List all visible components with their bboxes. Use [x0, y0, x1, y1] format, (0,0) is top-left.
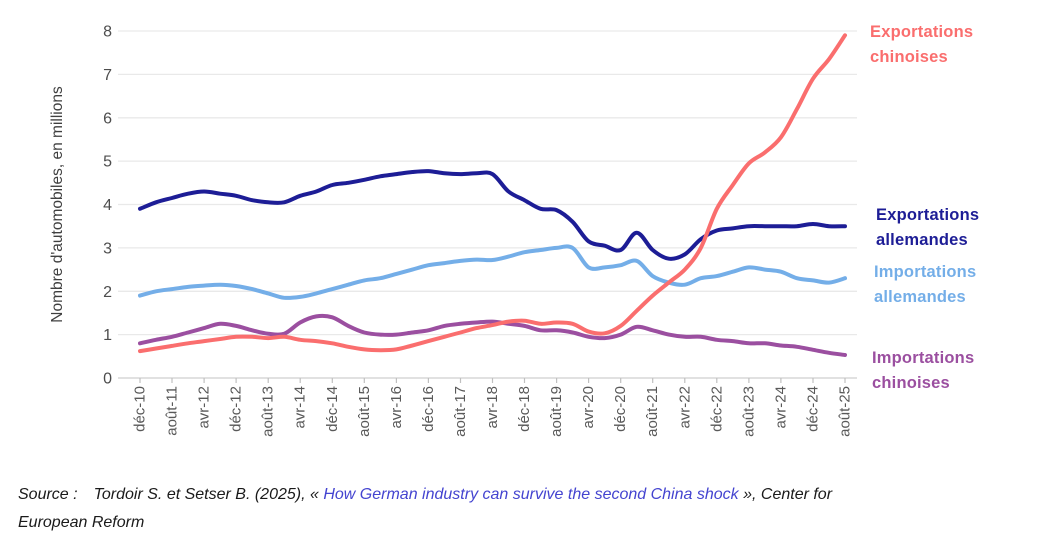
x-tick-label-d-c-22: déc-22	[708, 386, 725, 432]
x-tick-label-d-c-10: déc-10	[132, 386, 149, 432]
y-tick-label-1: 1	[103, 327, 112, 344]
x-tick-label-avr-14: avr-14	[292, 386, 309, 429]
x-tick-label-avr-16: avr-16	[388, 386, 405, 429]
series-exportations-chinoises	[138, 33, 847, 354]
x-tick-label-d-c-18: déc-18	[516, 386, 533, 432]
y-tick-label-5: 5	[103, 154, 112, 171]
x-tick-label-avr-12: avr-12	[196, 386, 213, 429]
legend-importations-chinoises-label: Importations chinoises	[872, 349, 975, 392]
y-axis-title: Nombre d'automobiles, en millions	[49, 86, 66, 323]
y-tick-label-0: 0	[103, 371, 112, 388]
x-tick-label-ao-t-25: août-25	[837, 386, 854, 437]
legend-importations-chinoises: Importations chinoises	[872, 346, 1004, 396]
x-tick-label-d-c-16: déc-16	[420, 386, 437, 432]
y-tick-label-4: 4	[103, 197, 112, 214]
source-authors: Tordoir S. et Setser B. (2025), «	[93, 486, 324, 503]
legend-exportations-allemandes-label: Exportations allemandes	[876, 206, 980, 249]
x-axis-ticks: déc-10 août-11 avr-12 déc-12 août-13 avr-14 dé…	[132, 378, 854, 437]
x-tick-label-avr-24: avr-24	[772, 386, 789, 429]
legend-exportations-chinoises: Exportations chinoises	[870, 20, 1002, 70]
source-citation: Source : Tordoir S. et Setser B. (2025), …	[18, 481, 1026, 537]
y-axis-ticks: 0 1 2 3 4 5 6 7 8	[103, 24, 112, 388]
x-tick-label-d-c-24: déc-24	[805, 386, 822, 432]
series-exportations-allemandes	[138, 169, 847, 261]
x-tick-label-ao-t-19: août-19	[548, 386, 565, 437]
x-tick-label-d-c-14: déc-14	[324, 386, 341, 432]
x-tick-label-ao-t-23: août-23	[740, 386, 757, 437]
x-tick-label-avr-20: avr-20	[580, 386, 597, 429]
x-tick-label-ao-t-13: août-13	[260, 386, 277, 437]
legend-importations-allemandes: Importations allemandes	[874, 260, 1006, 310]
source-label: Source :	[18, 486, 78, 503]
x-tick-label-avr-18: avr-18	[484, 386, 501, 429]
y-tick-label-2: 2	[103, 284, 112, 301]
source-suffix: », Center for	[738, 486, 833, 503]
x-tick-label-ao-t-15: août-15	[356, 386, 373, 437]
x-tick-label-ao-t-21: août-21	[644, 386, 661, 437]
y-tick-label-6: 6	[103, 110, 112, 127]
y-tick-label-8: 8	[103, 24, 112, 41]
y-tick-label-3: 3	[103, 240, 112, 257]
legend-exportations-allemandes: Exportations allemandes	[876, 203, 1008, 253]
source-link[interactable]: How German industry can survive the seco…	[323, 486, 739, 503]
y-tick-label-7: 7	[103, 67, 112, 84]
x-tick-label-d-c-12: déc-12	[228, 386, 245, 432]
x-tick-label-ao-t-17: août-17	[452, 386, 469, 437]
x-tick-label-ao-t-11: août-11	[164, 386, 181, 436]
series-importations-chinoises	[138, 313, 847, 357]
x-tick-label-avr-22: avr-22	[676, 386, 693, 429]
gridlines	[118, 30, 857, 379]
source-line2: European Reform	[18, 514, 145, 531]
series-importations-allemandes	[138, 244, 847, 300]
legend-exportations-chinoises-label: Exportations chinoises	[870, 23, 974, 66]
legend-importations-allemandes-label: Importations allemandes	[874, 263, 977, 306]
x-tick-label-d-c-20: déc-20	[612, 386, 629, 432]
line-chart: 0 1 2 3 4 5 6 7 8 Nombre d'automobiles, en millio…	[49, 24, 857, 437]
